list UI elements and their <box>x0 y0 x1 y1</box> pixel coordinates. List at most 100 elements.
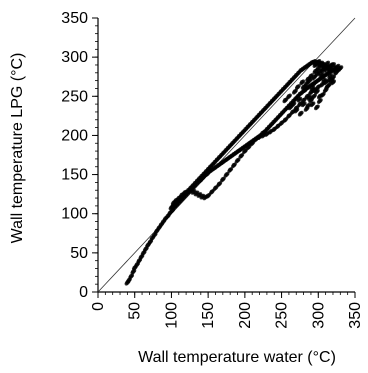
data-point <box>231 164 235 169</box>
data-point <box>303 108 308 112</box>
data-point <box>327 69 331 73</box>
data-point <box>244 126 249 130</box>
data-point <box>283 107 288 112</box>
data-point <box>301 79 306 83</box>
data-point <box>266 126 270 130</box>
data-point <box>264 128 268 133</box>
data-point <box>196 177 201 182</box>
y-tick-label: 100 <box>61 206 88 223</box>
data-point <box>175 197 180 202</box>
data-point <box>295 72 300 76</box>
data-point <box>212 187 217 191</box>
y-tick-label: 350 <box>61 10 88 27</box>
data-point <box>308 99 312 104</box>
data-point <box>214 159 218 163</box>
data-point <box>216 156 220 161</box>
ticks <box>92 17 356 298</box>
data-point <box>245 146 250 151</box>
data-point <box>319 98 323 102</box>
data-point <box>203 170 207 175</box>
data-point <box>316 100 321 104</box>
data-point <box>167 212 171 216</box>
data-point <box>134 264 138 268</box>
data-point <box>160 220 165 225</box>
data-point <box>328 80 333 84</box>
data-point <box>327 75 331 79</box>
data-point <box>294 86 299 90</box>
data-point <box>168 206 173 211</box>
data-point <box>318 62 323 67</box>
data-point <box>278 122 283 126</box>
data-point <box>236 135 240 140</box>
data-point <box>198 175 203 180</box>
data-point <box>302 89 306 94</box>
axes <box>97 17 356 293</box>
data-point <box>314 73 318 78</box>
data-point <box>249 142 253 147</box>
data-point <box>173 199 177 204</box>
data-point <box>308 91 312 96</box>
data-point <box>233 137 238 142</box>
data-point <box>313 93 317 98</box>
data-point <box>279 112 284 116</box>
data-point <box>194 180 198 184</box>
data-point <box>130 273 135 278</box>
data-point <box>316 104 320 109</box>
data-point <box>264 105 269 109</box>
data-point <box>309 87 314 92</box>
data-point <box>275 93 280 97</box>
x-tick-label: 100 <box>163 302 180 329</box>
data-point <box>275 116 279 121</box>
data-point <box>311 95 315 100</box>
reference-line <box>97 17 356 293</box>
data-point <box>220 178 224 183</box>
data-point <box>264 133 268 137</box>
data-point <box>329 73 334 77</box>
data-point <box>249 121 253 126</box>
data-point <box>192 182 196 187</box>
data-point <box>313 80 317 85</box>
data-point <box>211 161 216 166</box>
data-point <box>131 267 136 271</box>
data-point <box>289 79 293 83</box>
data-point <box>286 81 291 86</box>
data-point <box>286 95 290 100</box>
data-point <box>272 119 277 123</box>
data-point <box>325 84 330 89</box>
data-point <box>291 90 296 95</box>
data-point <box>316 88 320 93</box>
data-point <box>321 80 325 84</box>
data-point <box>242 128 247 133</box>
data-point <box>142 248 147 252</box>
data-point <box>158 224 162 228</box>
x-tick-label: 250 <box>274 302 291 329</box>
y-tick-label: 50 <box>70 245 88 262</box>
data-point <box>145 244 149 249</box>
data-point <box>222 149 227 154</box>
data-point <box>270 121 275 126</box>
data-point <box>316 70 321 75</box>
x-axis-title: Wall temperature water (°C) <box>138 349 336 366</box>
x-tick-label: 150 <box>200 302 217 329</box>
data-point <box>339 65 344 69</box>
data-point <box>323 77 328 82</box>
data-point <box>278 90 282 95</box>
data-point <box>316 95 321 100</box>
data-point <box>299 91 303 96</box>
data-point <box>196 194 201 198</box>
data-point <box>303 83 308 87</box>
data-point <box>292 98 297 102</box>
data-point <box>202 196 207 201</box>
data-point <box>136 260 140 264</box>
data-point <box>209 191 213 195</box>
data-point <box>169 209 173 214</box>
data-point <box>200 173 205 177</box>
data-point <box>138 256 143 260</box>
data-point <box>282 99 287 104</box>
data-point <box>282 86 287 90</box>
data-point <box>151 234 156 238</box>
data-point <box>258 112 262 116</box>
data-point <box>321 67 325 72</box>
data-point <box>156 227 160 231</box>
data-point <box>305 105 309 109</box>
